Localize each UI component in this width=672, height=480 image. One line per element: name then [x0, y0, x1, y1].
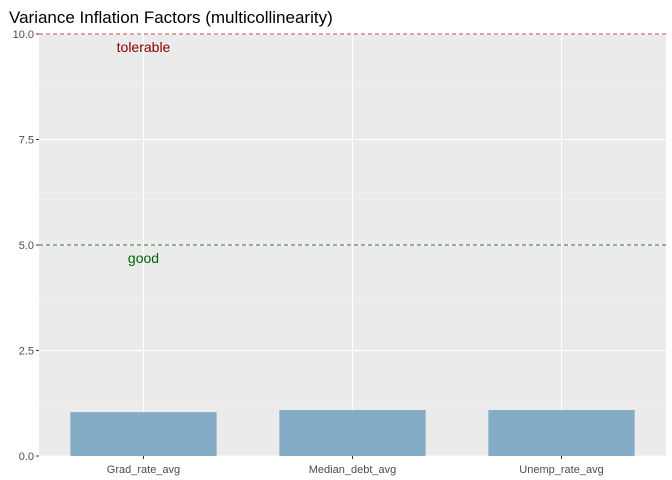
y-tick-label: 10.0 [13, 29, 34, 41]
bar-grad-rate-avg [70, 412, 217, 456]
grid-major [39, 33, 666, 457]
reference-lines: tolerable good [39, 33, 666, 266]
y-tick-label: 7.5 [19, 135, 34, 147]
y-tick-label: 0.0 [19, 451, 34, 463]
reference-label-tolerable: tolerable [117, 39, 171, 55]
x-tick-label: Grad_rate_avg [107, 464, 180, 476]
x-tick-label: Median_debt_avg [309, 464, 396, 476]
bars [70, 410, 635, 456]
x-tick-label: Unemp_rate_avg [519, 464, 603, 476]
x-axis: Grad_rate_avg Median_debt_avg Unemp_rate_a… [107, 456, 604, 476]
reference-label-good: good [128, 250, 159, 266]
y-axis: 0.0 2.5 5.0 7.5 10.0 [13, 29, 39, 463]
bar-median-debt-avg [279, 410, 426, 456]
chart-title: Variance Inflation Factors (multicolline… [9, 8, 333, 27]
y-tick-label: 2.5 [19, 346, 34, 358]
bar-unemp-rate-avg [488, 410, 635, 456]
y-tick-label: 5.0 [19, 240, 34, 252]
